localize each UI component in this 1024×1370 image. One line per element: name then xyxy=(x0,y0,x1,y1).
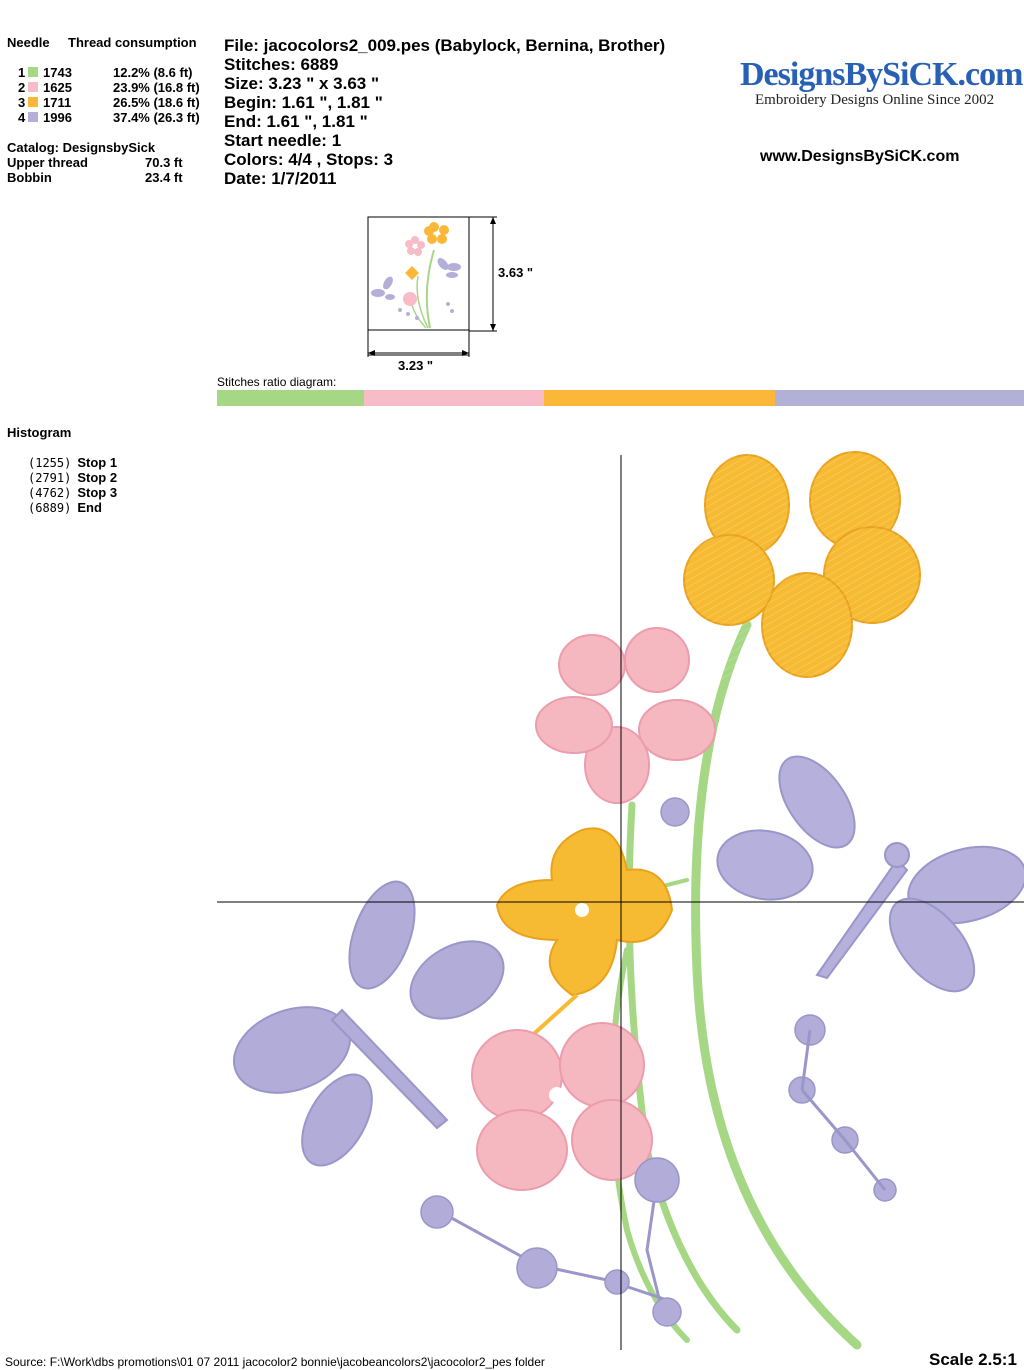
needle-number: 3 xyxy=(18,95,26,110)
end-position: End: 1.61 ", 1.81 " xyxy=(224,112,368,131)
thread-consumption: 37.4% (26.3 ft) xyxy=(113,110,200,125)
pink-flower-upper xyxy=(535,627,716,804)
yellow-flower-large xyxy=(682,450,922,680)
ratio-segment-3 xyxy=(543,390,776,406)
source-path: Source: F:\Work\dbs promotions\01 07 201… xyxy=(5,1355,545,1369)
needle-number: 1 xyxy=(18,65,26,80)
stitch-count: (4762) xyxy=(28,486,72,500)
design-preview xyxy=(217,450,1024,1350)
stitch-count: (6889) xyxy=(28,501,72,515)
stitch-count: Stitches: 6889 xyxy=(224,55,339,74)
brand-tagline: Embroidery Designs Online Since 2002 xyxy=(755,92,995,108)
bobbin-label: Bobbin xyxy=(7,170,52,185)
upper-thread-value: 70.3 ft xyxy=(145,155,183,170)
thread-code: 1743 xyxy=(43,65,72,80)
histogram-row: (4762) Stop 3 xyxy=(28,485,117,500)
color-swatch xyxy=(28,97,38,107)
thread-code: 1996 xyxy=(43,110,72,125)
color-swatch xyxy=(28,112,38,122)
stitches-ratio-bar xyxy=(217,390,1024,406)
dragonfly-left xyxy=(232,880,505,1167)
needle-number: 2 xyxy=(18,80,26,95)
thread-consumption-header: Thread consumption xyxy=(68,35,197,50)
scale-label: Scale 2.5:1 xyxy=(929,1350,1017,1369)
width-dimension-label: 3.23 " xyxy=(398,358,434,373)
histogram-row: (6889) End xyxy=(28,500,102,515)
thread-code: 1625 xyxy=(43,80,72,95)
ratio-segment-2 xyxy=(363,390,544,406)
upper-thread-label: Upper thread xyxy=(7,155,88,170)
website-url: www.DesignsBySiCK.com xyxy=(760,148,960,165)
histogram-row: (1255) Stop 1 xyxy=(28,455,117,470)
thread-consumption: 23.9% (16.8 ft) xyxy=(113,80,200,95)
yellow-flower-small xyxy=(495,827,674,1042)
pink-flower-lower xyxy=(471,1022,653,1191)
needle-header: Needle xyxy=(7,35,50,50)
purple-berries-bottom xyxy=(420,1157,682,1327)
stitch-count: (2791) xyxy=(28,471,72,485)
color-swatch xyxy=(28,82,38,92)
catalog-label: Catalog: DesignsbySick xyxy=(7,140,156,155)
brand-logo: DesignsBySiCK.com xyxy=(740,56,1023,93)
stop-label: Stop 2 xyxy=(77,470,118,485)
design-thumbnail xyxy=(367,216,497,357)
ratio-diagram-label: Stitches ratio diagram: xyxy=(217,375,337,389)
start-needle: Start needle: 1 xyxy=(224,131,342,150)
needle-number: 4 xyxy=(18,110,26,125)
colors-stops: Colors: 4/4 , Stops: 3 xyxy=(224,150,394,169)
histogram-row: (2791) Stop 2 xyxy=(28,470,117,485)
bobbin-value: 23.4 ft xyxy=(145,170,183,185)
dragonfly-right xyxy=(716,755,1024,993)
stop-label: End xyxy=(77,500,102,515)
thread-consumption: 26.5% (18.6 ft) xyxy=(113,95,200,110)
design-size: Size: 3.23 " x 3.63 " xyxy=(224,74,380,93)
thread-consumption: 12.2% (8.6 ft) xyxy=(113,65,193,80)
design-date: Date: 1/7/2011 xyxy=(224,169,337,188)
histogram-title: Histogram xyxy=(7,425,72,440)
file-name: File: jacocolors2_009.pes (Babylock, Ber… xyxy=(224,36,666,55)
ratio-segment-4 xyxy=(775,390,1024,406)
stop-label: Stop 3 xyxy=(77,485,118,500)
stop-label: Stop 1 xyxy=(77,455,118,470)
thread-code: 1711 xyxy=(43,95,72,110)
begin-position: Begin: 1.61 ", 1.81 " xyxy=(224,93,383,112)
color-swatch xyxy=(28,67,38,77)
purple-berries xyxy=(660,797,897,1202)
stitch-count: (1255) xyxy=(28,456,72,470)
ratio-segment-1 xyxy=(217,390,364,406)
height-dimension-label: 3.63 " xyxy=(498,265,534,280)
